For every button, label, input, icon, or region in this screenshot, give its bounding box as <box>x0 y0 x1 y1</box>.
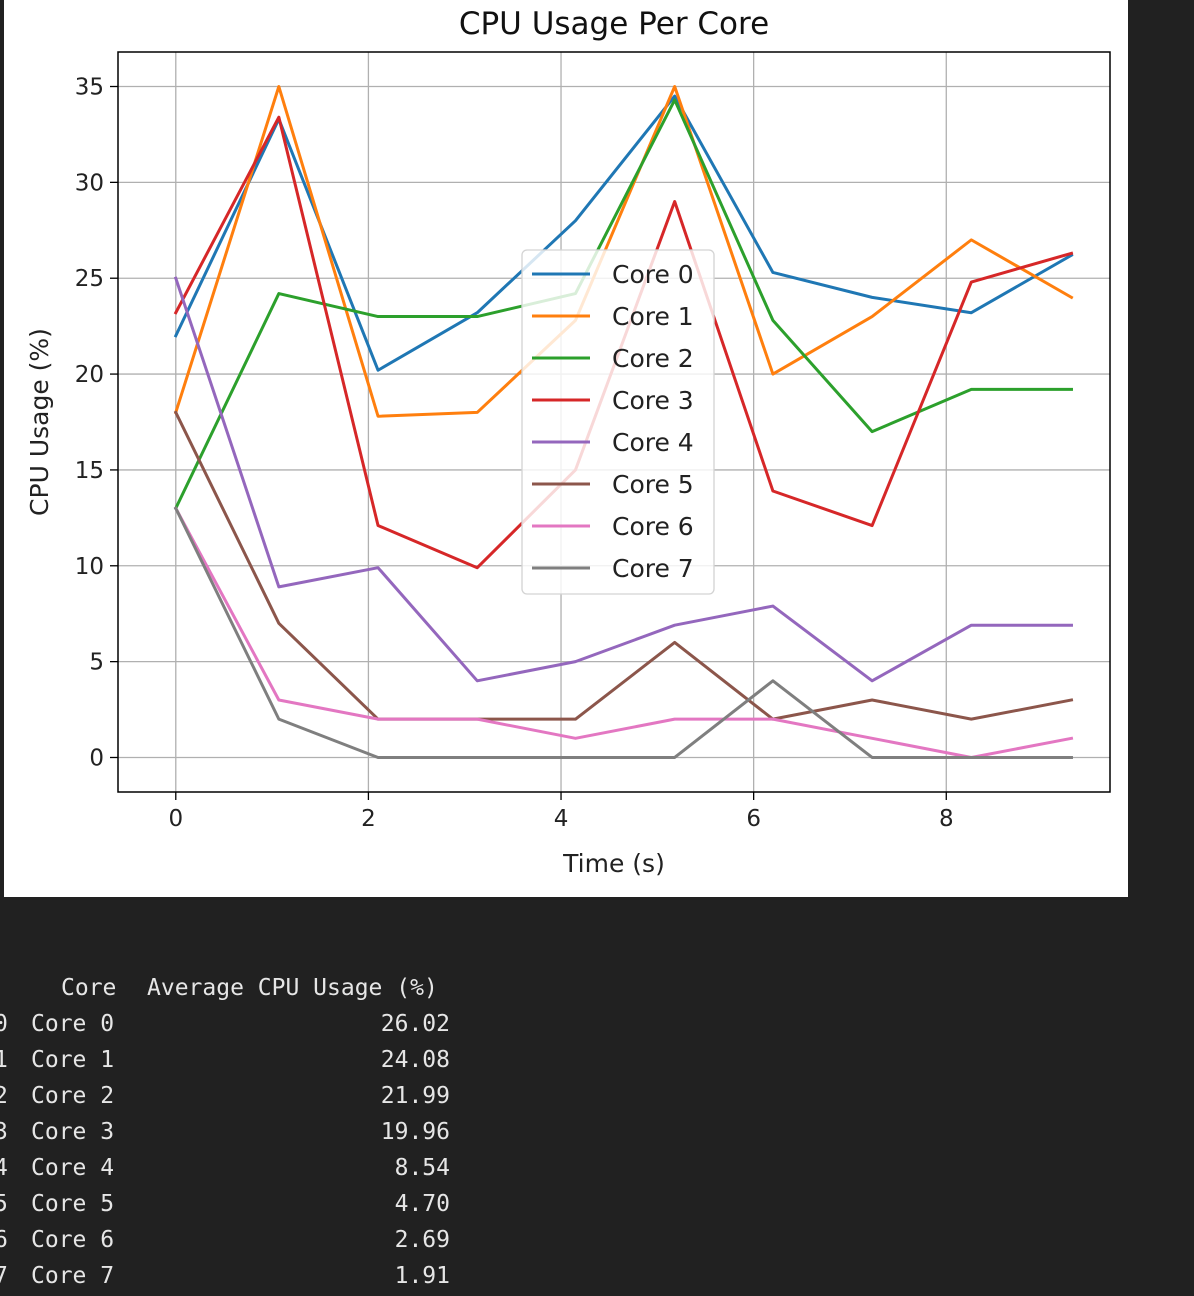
y-tick-label: 30 <box>75 170 104 196</box>
y-tick-label: 35 <box>75 75 104 101</box>
series-line-core-1 <box>173 85 1074 418</box>
legend-label: Core 4 <box>612 428 694 457</box>
legend-label: Core 0 <box>612 260 694 289</box>
row-core: Core 3 <box>31 1119 115 1145</box>
y-tick-label: 5 <box>89 650 104 676</box>
legend-label: Core 5 <box>612 470 694 499</box>
row-average: 24.08 <box>380 1047 450 1073</box>
row-index: 4 <box>0 1155 8 1181</box>
legend-box <box>521 249 715 595</box>
row-core: Core 2 <box>31 1083 115 1109</box>
x-axis-label: Time (s) <box>562 849 665 878</box>
legend: Core 0 Core 1 Core 2 Core 3 Core 4 Core 5 Core… <box>521 249 715 595</box>
row-index: 5 <box>0 1191 8 1217</box>
x-tick-label: 0 <box>168 806 183 832</box>
table-row: 2 Core 2 21.99 <box>0 1078 1194 1114</box>
row-average: 2.69 <box>394 1227 450 1253</box>
header-average: Average CPU Usage (%) <box>147 975 438 1001</box>
row-index: 6 <box>0 1227 8 1253</box>
row-core: Core 7 <box>31 1263 115 1289</box>
y-tick-label: 20 <box>75 362 104 388</box>
legend-label: Core 2 <box>612 344 694 373</box>
row-core: Core 4 <box>31 1155 115 1181</box>
table-row: 7 Core 7 1.91 <box>0 1258 1194 1294</box>
y-tick-label: 0 <box>89 745 104 771</box>
series-line-core-5 <box>173 410 1074 721</box>
legend-label: Core 6 <box>612 512 694 541</box>
row-core: Core 5 <box>31 1191 115 1217</box>
x-tick-label: 8 <box>939 806 954 832</box>
x-tick-label: 4 <box>554 806 569 832</box>
y-tick-label: 15 <box>75 458 104 484</box>
series-line-core-0 <box>173 94 1074 372</box>
row-index: 0 <box>0 1011 8 1037</box>
legend-label: Core 3 <box>612 386 694 415</box>
row-core: Core 0 <box>31 1011 115 1037</box>
table-header: Core Average CPU Usage (%) <box>0 970 1194 1006</box>
row-core: Core 1 <box>31 1047 115 1073</box>
row-average: 1.91 <box>394 1263 450 1289</box>
y-tick-label: 10 <box>75 554 104 580</box>
row-index: 1 <box>0 1047 8 1073</box>
x-tick-label: 2 <box>361 806 376 832</box>
y-axis-label: CPU Usage (%) <box>25 328 54 516</box>
table-row: 1 Core 1 24.08 <box>0 1042 1194 1078</box>
y-tick-label: 25 <box>75 266 104 292</box>
header-core: Core <box>61 975 117 1001</box>
row-average: 4.70 <box>394 1191 450 1217</box>
series-line-core-2 <box>173 98 1073 511</box>
table-row: 5 Core 5 4.70 <box>0 1186 1194 1222</box>
line-chart: 0 2 4 6 8 0 5 10 15 20 25 30 35 CPU Usage Per Core T… <box>25 6 1111 878</box>
row-index: 3 <box>0 1119 8 1145</box>
row-average: 19.96 <box>380 1119 450 1145</box>
series-line-core-7 <box>173 506 1073 759</box>
series-line-core-6 <box>173 506 1074 759</box>
x-tick-label: 6 <box>746 806 761 832</box>
row-index: 7 <box>0 1263 8 1289</box>
series-line-core-4 <box>173 276 1073 683</box>
legend-label: Core 7 <box>612 554 694 583</box>
legend-label: Core 1 <box>612 302 694 331</box>
row-average: 8.54 <box>394 1155 450 1181</box>
row-average: 21.99 <box>380 1083 450 1109</box>
table-output: Core Average CPU Usage (%) 0 Core 0 26.02 … <box>0 970 1194 1294</box>
row-index: 2 <box>0 1083 8 1109</box>
chart-title: CPU Usage Per Core <box>459 6 769 42</box>
table-row: 3 Core 3 19.96 <box>0 1114 1194 1150</box>
row-core: Core 6 <box>31 1227 115 1253</box>
chart-figure: 0 2 4 6 8 0 5 10 15 20 25 30 35 CPU Usage Per Core T… <box>4 0 1128 897</box>
row-average: 26.02 <box>380 1011 450 1037</box>
axis-ticks: 0 2 4 6 8 0 5 10 15 20 25 30 35 <box>75 75 954 832</box>
table-row: 0 Core 0 26.02 <box>0 1006 1194 1042</box>
table-row: 4 Core 4 8.54 <box>0 1150 1194 1186</box>
plot-frame <box>117 51 1111 793</box>
table-row: 6 Core 6 2.69 <box>0 1222 1194 1258</box>
